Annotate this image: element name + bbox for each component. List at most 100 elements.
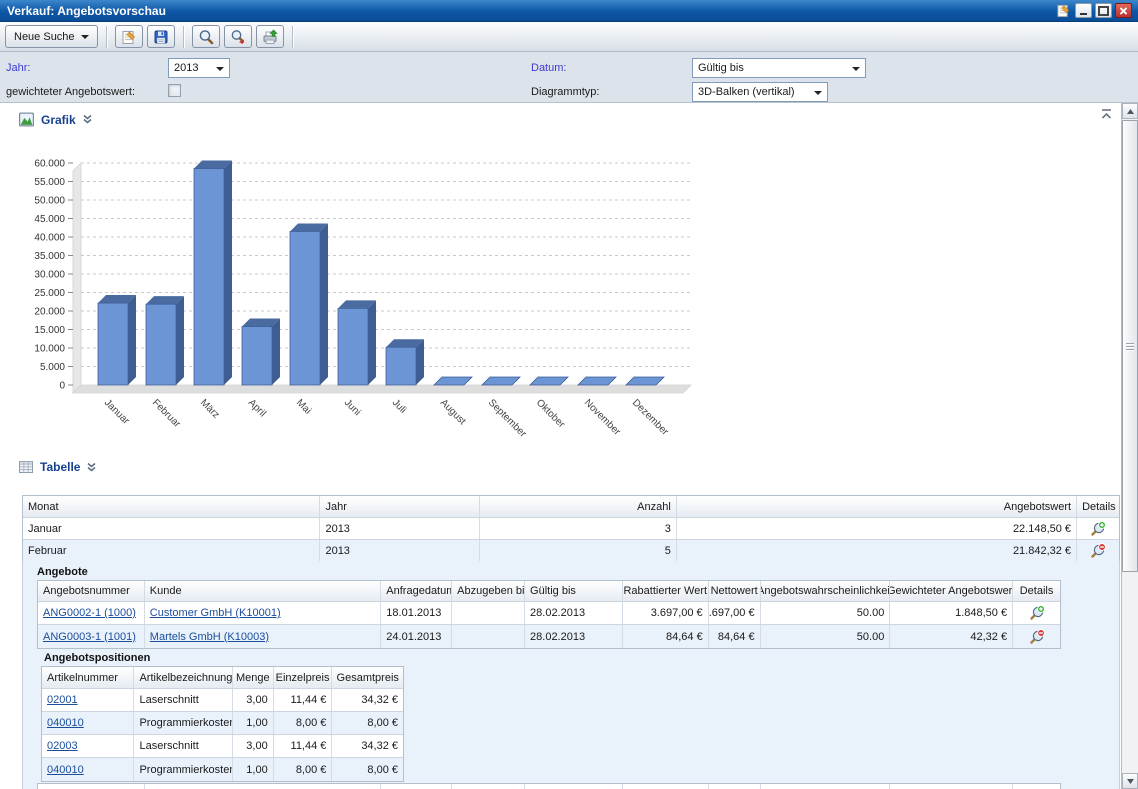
column-header-artikelbezeichnung[interactable]: Artikelbezeichnung (134, 667, 233, 688)
maximize-button[interactable] (1095, 3, 1112, 18)
print-export-button[interactable] (255, 25, 284, 48)
column-header-wahrscheinlichkeit[interactable]: Angebotswahrscheinlichkeit (761, 581, 891, 601)
save-button[interactable] (146, 25, 175, 48)
column-header-gueltig_bis[interactable]: Gültig bis (525, 581, 623, 601)
close-button[interactable] (1115, 3, 1132, 18)
cell-einzelpreis: 11,44 € (274, 735, 333, 757)
table-row: ANG0002-1 (1000) Customer GmbH (K10001) 18… (38, 602, 1060, 625)
column-header-gewichteter_wert[interactable]: Gewichteter Angebotswert (890, 581, 1014, 601)
column-header-menge[interactable]: Menge (233, 667, 274, 688)
magnifier-plus-icon (1029, 605, 1045, 620)
datum-dropdown[interactable]: Gültig bis (692, 58, 866, 78)
cell-details (1077, 540, 1119, 562)
column-header-details[interactable]: Details (1082, 500, 1116, 513)
magnifier-minus-icon (1091, 543, 1106, 558)
link-angebotsnummer[interactable]: ANG0003-1 (1001) (43, 630, 136, 643)
chevron-double-down-icon[interactable] (82, 114, 93, 125)
magnifier-minus-icon (1029, 628, 1045, 644)
cell-wahrscheinlichkeit (761, 784, 891, 789)
cell-nettowert (709, 784, 761, 789)
search-clear-button[interactable] (223, 25, 252, 48)
note-icon[interactable] (1055, 3, 1072, 18)
minimize-button[interactable] (1075, 3, 1092, 18)
svg-text:40.000: 40.000 (34, 233, 65, 244)
search-button[interactable] (191, 25, 220, 48)
column-header-jahr[interactable]: Jahr (320, 496, 481, 517)
cell-anfragedatum: 24.01.2013 (381, 625, 453, 648)
column-header-details[interactable]: Details (1019, 585, 1054, 597)
column-header-angebotswert[interactable]: Angebotswert (677, 496, 1078, 517)
cell-monat: Februar (23, 540, 321, 562)
cell-angebotsnummer (38, 784, 145, 789)
gewichtet-label: gewichteter Angebotswert: (6, 86, 136, 98)
column-header-monat[interactable]: Monat (23, 496, 321, 517)
triangle-up-icon (1126, 108, 1134, 114)
collapse-panel-button[interactable] (1096, 106, 1116, 122)
cell-kunde (145, 784, 382, 789)
details-expand-button[interactable] (1029, 605, 1045, 621)
gewichteter-angebotswert-checkbox[interactable] (168, 84, 181, 97)
grafik-section-header[interactable]: Grafik (18, 111, 93, 128)
maximize-icon (1098, 5, 1109, 16)
details-expand-button[interactable] (1090, 520, 1106, 537)
link-artikelnummer[interactable]: 02003 (47, 740, 78, 752)
details-collapse-button[interactable] (1029, 628, 1045, 645)
print-export-icon (263, 29, 278, 44)
link-kunde[interactable]: Martels GmbH (K10003) (149, 630, 270, 643)
save-icon (154, 30, 168, 43)
column-header-rabattierter_wert[interactable]: Rabattierter Wert (623, 581, 709, 601)
cell-rabattierter_wert (623, 784, 709, 789)
column-header-kunde[interactable]: Kunde (145, 581, 382, 601)
chart-canvas: 0 5.000 10.000 15.000 20.000 25.000 30.000 35.0… (34, 159, 692, 440)
column-header-anzahl[interactable]: Anzahl (480, 496, 677, 517)
link-artikelnummer[interactable]: 040010 (47, 717, 84, 729)
column-header-abzugeben_bis[interactable]: Abzugeben bis (452, 581, 526, 601)
cell-gewichteter_wert (890, 784, 1014, 789)
cell-einzelpreis: 8,00 € (274, 758, 333, 781)
link-artikelnummer[interactable]: 040010 (47, 763, 84, 776)
search-icon (199, 29, 213, 44)
scroll-down-button[interactable] (1122, 773, 1138, 789)
cell-artikelnummer: 02003 (42, 735, 135, 757)
cell-artikelnummer: 02001 (42, 689, 135, 711)
window-title: Verkauf: Angebotsvorschau (7, 3, 166, 18)
jahr-dropdown[interactable]: 2013 (168, 58, 230, 78)
column-header-gesamtpreis[interactable]: Gesamtpreis (336, 671, 399, 684)
toolbar: Neue Suche (0, 22, 1138, 52)
column-header-angebotsnummer[interactable]: Angebotsnummer (38, 581, 145, 601)
table-row: ANG0003-1 (1001) Martels GmbH (K10003) 24.… (38, 625, 1060, 648)
neue-suche-button[interactable]: Neue Suche (5, 25, 98, 48)
link-angebotsnummer[interactable]: ANG0002-1 (1000) (43, 607, 136, 619)
link-kunde[interactable]: Customer GmbH (K10001) (149, 607, 281, 619)
jahr-value: 2013 (174, 62, 199, 74)
edit-note-button[interactable] (114, 25, 143, 48)
expanded-row-region: Angebote Angebotsnummer Kunde Anfragedatum… (22, 561, 1120, 789)
chevron-double-down-icon[interactable] (86, 462, 97, 473)
scroll-up-button[interactable] (1122, 103, 1138, 119)
column-header-nettowert[interactable]: Nettowert (709, 581, 761, 601)
cell-details (1013, 602, 1060, 624)
tabelle-section-header[interactable]: Tabelle (18, 459, 97, 475)
angebotsvorschau-bar-chart: 0 5.000 10.000 15.000 20.000 25.000 30.000 35.0… (28, 140, 718, 455)
cell-nettowert: 84,64 € (709, 625, 761, 648)
diagrammtyp-dropdown[interactable]: 3D-Balken (vertikal) (692, 82, 828, 102)
cell-artikelbezeichnung: Programmierkosten (134, 758, 233, 781)
column-header-einzelpreis[interactable]: Einzelpreis (274, 667, 333, 688)
svg-text:35.000: 35.000 (34, 251, 65, 262)
svg-text:10.000: 10.000 (34, 344, 65, 355)
cell-details (1013, 784, 1060, 789)
column-header-artikelnummer[interactable]: Artikelnummer (42, 667, 135, 688)
cell-anfragedatum (381, 784, 453, 789)
chevron-down-icon (80, 34, 89, 39)
scrollbar-thumb[interactable] (1122, 120, 1138, 572)
toolbar-separator (182, 25, 184, 48)
vertical-scrollbar[interactable] (1121, 103, 1138, 789)
link-artikelnummer[interactable]: 02001 (47, 694, 78, 706)
details-collapse-button[interactable] (1090, 543, 1106, 559)
cell-nettowert: 3.697,00 € (709, 602, 761, 624)
cell-artikelbezeichnung: Laserschnitt (134, 735, 233, 757)
content-area: Grafik 0 5.000 10.000 15.000 20.000 25.000 30.… (0, 103, 1138, 789)
table-header-row: Monat Jahr Anzahl Angebotswert Details (23, 496, 1119, 518)
cell-anzahl: 3 (480, 518, 677, 539)
column-header-anfragedatum[interactable]: Anfragedatum (381, 581, 453, 601)
